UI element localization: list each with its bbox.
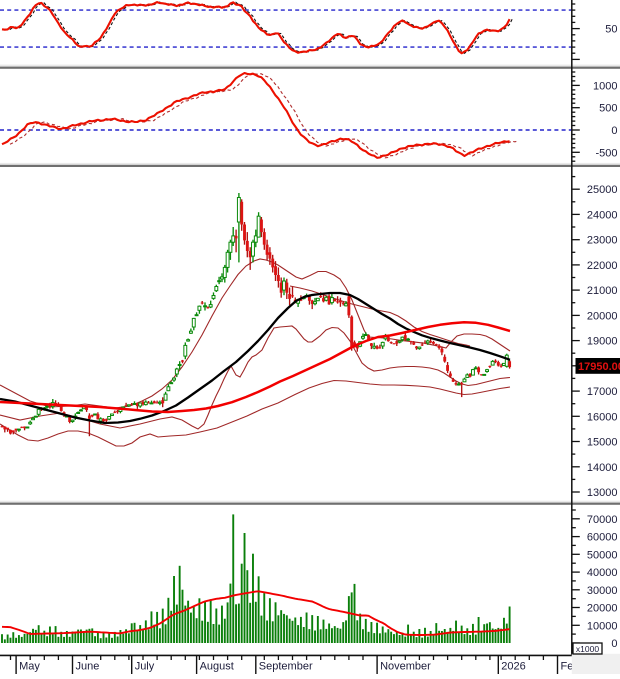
svg-text:June: June: [76, 661, 100, 673]
svg-text:November: November: [380, 661, 431, 673]
svg-text:0: 0: [611, 125, 617, 137]
svg-text:15000: 15000: [587, 437, 618, 449]
svg-text:-500: -500: [595, 147, 617, 159]
svg-text:19000: 19000: [587, 336, 618, 348]
svg-text:1000: 1000: [593, 80, 617, 92]
svg-text:500: 500: [599, 103, 617, 115]
svg-text:40000: 40000: [587, 567, 618, 579]
svg-text:20000: 20000: [587, 310, 618, 322]
svg-text:13000: 13000: [587, 487, 618, 499]
svg-text:20000: 20000: [587, 603, 618, 615]
svg-text:17950.00: 17950.00: [578, 361, 620, 373]
svg-text:23000: 23000: [587, 235, 618, 247]
svg-text:16000: 16000: [587, 411, 618, 423]
svg-text:September: September: [259, 661, 313, 673]
svg-text:24000: 24000: [587, 209, 618, 221]
svg-text:70000: 70000: [587, 514, 618, 526]
svg-text:50: 50: [605, 24, 617, 36]
svg-text:Fe: Fe: [561, 661, 574, 673]
svg-text:July: July: [135, 661, 155, 673]
svg-text:0: 0: [611, 638, 617, 650]
svg-text:50000: 50000: [587, 549, 618, 561]
svg-text:x1000: x1000: [576, 644, 599, 654]
svg-text:25000: 25000: [587, 184, 618, 196]
svg-text:2026: 2026: [501, 661, 525, 673]
svg-text:August: August: [200, 661, 234, 673]
svg-text:30000: 30000: [587, 585, 618, 597]
svg-text:21000: 21000: [587, 285, 618, 297]
svg-text:14000: 14000: [587, 462, 618, 474]
svg-text:17000: 17000: [587, 386, 618, 398]
svg-text:10000: 10000: [587, 620, 618, 632]
svg-text:22000: 22000: [587, 260, 618, 272]
svg-text:May: May: [19, 661, 40, 673]
svg-text:60000: 60000: [587, 532, 618, 544]
